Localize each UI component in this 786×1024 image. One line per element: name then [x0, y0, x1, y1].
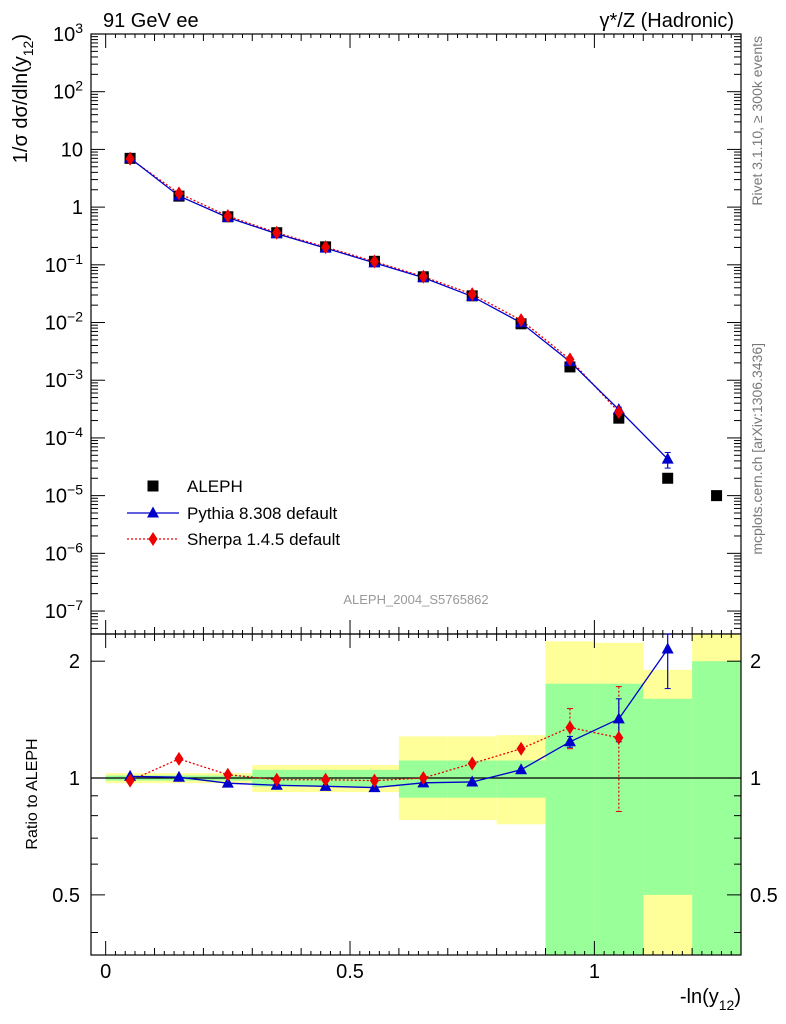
ratio-y-tick-label-right: 0.5	[750, 885, 778, 907]
main-pythia-point	[661, 452, 674, 464]
main-aleph-point	[564, 361, 576, 373]
legend: ALEPH Pythia 8.308 default Sherpa 1.4.5 de…	[127, 477, 340, 549]
ratio-sherpa-line	[129, 726, 619, 782]
main-y-tick-label: 10−2	[45, 309, 83, 335]
ratio-pythia-line	[130, 648, 669, 789]
legend-entry-label: Pythia 8.308 default	[187, 504, 338, 523]
main-y-tick-label: 10−7	[45, 597, 83, 623]
main-y-tick-label: 10−3	[45, 366, 83, 392]
rivet-label: Rivet 3.1.10, ≥ 300k events	[749, 36, 765, 206]
analysis-label: ALEPH_2004_S5765862	[343, 592, 488, 607]
main-sherpa-line	[129, 158, 620, 413]
main-sherpa-point	[174, 186, 184, 201]
main-sherpa-point	[369, 254, 379, 269]
legend-entry-label: Sherpa 1.4.5 default	[187, 530, 340, 549]
main-y-tick-label: 10	[61, 139, 83, 161]
ratio-y-tick-label-left: 1	[69, 768, 80, 790]
ratio-band-inner	[692, 661, 741, 955]
main-sherpa-point	[321, 240, 331, 255]
ratio-pythia-point	[221, 776, 234, 788]
main-y-tick-label: 10−4	[45, 424, 83, 450]
main-aleph-point	[711, 490, 723, 502]
ratio-y-tick-label-left: 0.5	[52, 885, 80, 907]
main-y-tick-label: 10−6	[45, 539, 83, 565]
ratio-pythia-point	[515, 763, 528, 775]
ratio-y-tick-label-right: 2	[750, 651, 761, 673]
mcplots-label: mcplots.cern.ch [arXiv:1306.3436]	[749, 343, 765, 555]
main-sherpa-point	[614, 405, 624, 420]
ratio-panel: 0.5 0.5 1 1 2 2 0 0.5 1 Ratio to ALEPH -ln(y12)	[24, 633, 778, 1013]
ratio-x-tick-label: 0	[100, 961, 111, 983]
ratio-sherpa-point	[614, 730, 624, 745]
ratio-sherpa-point	[369, 773, 379, 788]
ratio-x-tick-label: 1	[589, 961, 600, 983]
legend-pythia-marker	[147, 506, 159, 518]
ratio-sherpa-point	[516, 741, 526, 756]
ratio-sherpa-point	[223, 767, 233, 782]
ratio-x-tick-label: 0.5	[336, 961, 364, 983]
main-y-tick-label: 10−1	[45, 251, 83, 277]
legend-entry-label: ALEPH	[187, 477, 243, 496]
header-right-title: γ*/Z (Hadronic)	[600, 10, 734, 32]
main-sherpa-point	[418, 269, 428, 284]
main-sherpa-point	[223, 209, 233, 224]
ratio-sherpa-point	[125, 773, 135, 788]
ratio-pythia-point	[466, 775, 479, 787]
main-panel: 10−7 10−6 10−5 10−4 10−3 10−2 10−1 1 10 102 103 1/σ…	[10, 20, 742, 635]
main-sherpa-point	[565, 352, 575, 367]
ratio-pythia-point	[661, 642, 674, 654]
main-y-tick-label: 103	[53, 20, 83, 46]
ratio-y-axis-label: Ratio to ALEPH	[24, 738, 41, 849]
ratio-sherpa-point	[321, 772, 331, 787]
main-sherpa-point	[467, 287, 477, 302]
main-y-tick-label: 102	[53, 78, 83, 104]
main-y-tick-label: 1	[72, 197, 83, 219]
main-y-axis-label: 1/σ dσ/dln(y12)	[10, 34, 36, 163]
ratio-sherpa-point	[565, 720, 575, 735]
ratio-y-tick-label-right: 1	[750, 768, 761, 790]
ratio-band-outer	[643, 894, 693, 955]
main-y-tick-label: 10−5	[45, 482, 83, 508]
ratio-pythia-point	[612, 712, 625, 724]
ratio-sherpa-point	[174, 751, 184, 766]
ratio-sherpa-point	[272, 772, 282, 787]
x-axis-label: -ln(y12)	[680, 986, 741, 1013]
main-aleph-point	[662, 472, 674, 484]
ratio-pythia-point	[563, 735, 576, 747]
main-sherpa-point	[125, 151, 135, 166]
ratio-sherpa-point	[467, 756, 477, 771]
main-sherpa-point	[272, 225, 282, 240]
legend-aleph-marker	[147, 480, 159, 492]
header-left-title: 91 GeV ee	[103, 10, 199, 32]
main-sherpa-point	[516, 313, 526, 328]
main-pythia-line	[129, 157, 669, 460]
ratio-sherpa-point	[418, 771, 428, 786]
ratio-frame	[90, 633, 742, 956]
legend-sherpa-marker	[148, 532, 158, 546]
ratio-y-tick-label-left: 2	[69, 651, 80, 673]
ratio-pythia-point	[172, 770, 185, 782]
